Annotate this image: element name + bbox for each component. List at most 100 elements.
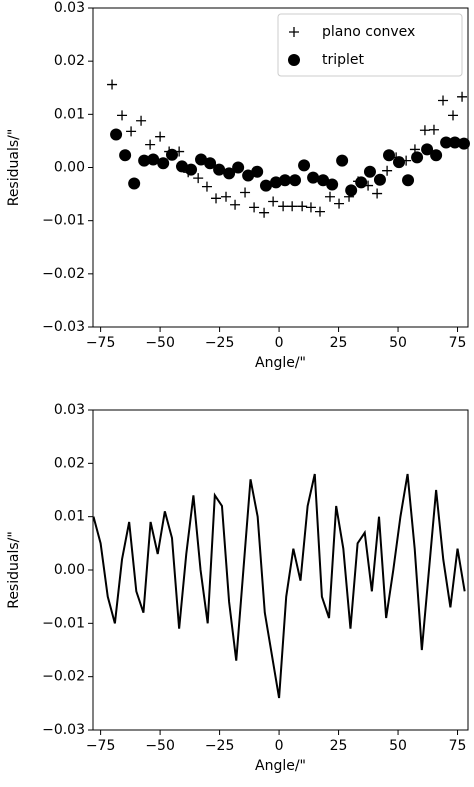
point bbox=[268, 196, 279, 207]
legend-label: triplet bbox=[322, 52, 365, 68]
x-tick-label: −50 bbox=[145, 335, 175, 351]
point bbox=[175, 160, 188, 173]
x-tick-label: 0 bbox=[275, 335, 284, 351]
y-tick-label: 0.02 bbox=[54, 53, 85, 69]
y-tick-label: 0.03 bbox=[54, 0, 85, 16]
x-tick-label: 50 bbox=[389, 335, 407, 351]
point bbox=[421, 143, 434, 156]
point bbox=[155, 131, 166, 142]
point bbox=[373, 173, 386, 186]
axes-frame bbox=[92, 409, 469, 731]
point bbox=[107, 79, 118, 90]
point bbox=[402, 174, 415, 187]
y-tick-label: 0.01 bbox=[54, 509, 85, 525]
y-tick-label: 0.02 bbox=[54, 455, 85, 471]
y-tick-label: −0.02 bbox=[42, 669, 85, 685]
x-tick-label: 0 bbox=[275, 738, 284, 754]
point bbox=[147, 153, 160, 166]
y-tick-label: −0.03 bbox=[42, 722, 85, 738]
y-tick-label: 0.00 bbox=[54, 160, 85, 176]
y-tick-label: −0.01 bbox=[42, 615, 85, 631]
point bbox=[355, 176, 368, 189]
point bbox=[240, 187, 251, 198]
point bbox=[305, 202, 316, 213]
point bbox=[259, 179, 272, 192]
point bbox=[126, 126, 137, 137]
point bbox=[326, 178, 339, 191]
point bbox=[448, 136, 461, 149]
legend-box bbox=[277, 13, 463, 77]
x-axis-label: Angle/" bbox=[255, 758, 306, 774]
point bbox=[157, 157, 170, 170]
point bbox=[440, 136, 453, 149]
point bbox=[428, 124, 439, 135]
point bbox=[372, 188, 383, 199]
point bbox=[230, 199, 241, 210]
point bbox=[204, 157, 217, 170]
point bbox=[201, 181, 212, 192]
point bbox=[457, 91, 468, 102]
point bbox=[438, 95, 449, 106]
point bbox=[259, 207, 270, 218]
point bbox=[314, 206, 325, 217]
x-tick-label: −75 bbox=[86, 335, 116, 351]
point bbox=[278, 201, 289, 212]
x-tick-label: −75 bbox=[86, 738, 116, 754]
point bbox=[223, 167, 236, 180]
legend-marker bbox=[288, 54, 300, 66]
point bbox=[457, 137, 470, 150]
point bbox=[117, 110, 128, 121]
point bbox=[128, 177, 141, 190]
point bbox=[242, 169, 255, 182]
point bbox=[317, 174, 330, 187]
point bbox=[119, 149, 132, 162]
x-axis-label: Angle/" bbox=[255, 355, 306, 371]
point bbox=[221, 191, 232, 202]
point bbox=[287, 201, 298, 212]
x-tick-label: −25 bbox=[205, 335, 235, 351]
y-tick-label: 0.00 bbox=[54, 562, 85, 578]
point bbox=[249, 202, 260, 213]
point bbox=[448, 110, 459, 121]
point bbox=[307, 171, 320, 184]
y-tick-label: 0.03 bbox=[54, 402, 85, 418]
x-tick-label: −50 bbox=[145, 738, 175, 754]
x-tick-label: −25 bbox=[205, 738, 235, 754]
point bbox=[279, 174, 292, 187]
y-axis-label: Residuals/" bbox=[6, 531, 22, 609]
point bbox=[345, 184, 358, 197]
point bbox=[289, 174, 302, 187]
point bbox=[411, 151, 424, 164]
point bbox=[297, 201, 308, 212]
point bbox=[430, 149, 443, 162]
point bbox=[269, 176, 282, 189]
point bbox=[363, 165, 376, 178]
point bbox=[138, 154, 151, 167]
point bbox=[419, 125, 430, 136]
point bbox=[145, 139, 156, 150]
y-tick-label: −0.03 bbox=[42, 319, 85, 335]
point bbox=[165, 148, 178, 161]
point bbox=[211, 193, 222, 204]
point bbox=[298, 159, 311, 172]
point bbox=[251, 165, 264, 178]
x-tick-label: 25 bbox=[330, 738, 348, 754]
line bbox=[92, 473, 466, 699]
x-tick-label: 75 bbox=[449, 335, 467, 351]
point bbox=[136, 115, 147, 126]
y-axis-label: Residuals/" bbox=[6, 129, 22, 207]
y-tick-label: −0.01 bbox=[42, 213, 85, 229]
point bbox=[232, 161, 245, 174]
point bbox=[110, 128, 123, 141]
axes-frame bbox=[92, 7, 469, 328]
legend-label: plano convex bbox=[322, 24, 415, 40]
x-tick-label: 50 bbox=[389, 738, 407, 754]
legend-marker bbox=[289, 27, 299, 37]
point bbox=[213, 163, 226, 176]
point bbox=[383, 149, 396, 162]
point bbox=[392, 156, 405, 169]
point bbox=[185, 163, 198, 176]
x-tick-label: 25 bbox=[330, 335, 348, 351]
x-tick-label: 75 bbox=[449, 738, 467, 754]
